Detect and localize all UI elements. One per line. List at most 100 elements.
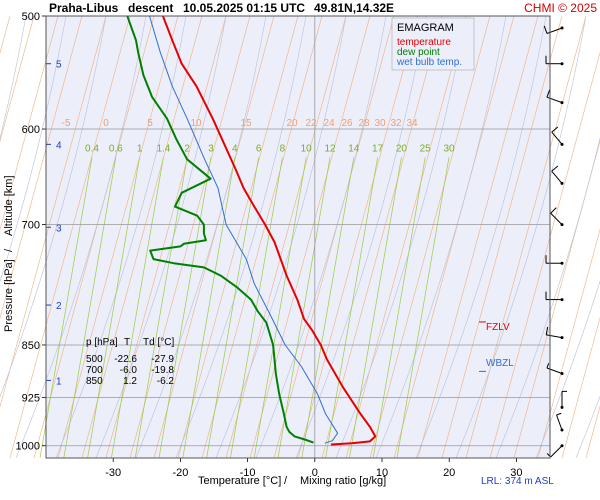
table-row-td: -27.9: [151, 354, 174, 365]
theta-label: 30: [374, 118, 386, 129]
x-axis-label-separator: /: [284, 475, 288, 487]
dry-adiabat: [81, 15, 203, 459]
temperature-tick-label: -20: [172, 467, 188, 479]
dry-adiabat: [225, 15, 347, 459]
y-axis-label-pressure: Pressure [hPa]: [3, 259, 15, 332]
theta-label: -5: [62, 118, 71, 129]
temperature-tick-label: 20: [443, 467, 455, 479]
wind-barb-staff: [556, 414, 563, 431]
mixing-ratio-label: 12: [324, 143, 336, 154]
mixing-ratio-line: [349, 157, 402, 459]
legend-box: [391, 17, 475, 71]
mixing-ratio-label: 8: [280, 143, 286, 154]
dry-adiabat: [297, 15, 419, 459]
legend-wetbulb: wet bulb temp.: [396, 57, 462, 68]
dry-adiabat: [537, 228, 600, 459]
altitude-tick-label: 5: [56, 60, 62, 71]
altitude-tick-label: 1: [56, 376, 62, 387]
mixing-ratio-line: [325, 157, 378, 459]
wind-barb-staff: [546, 96, 563, 104]
mixing-ratio-label: 1: [137, 143, 143, 154]
altitude-tick-label: 2: [56, 301, 62, 312]
wind-barb-dot: [560, 181, 564, 185]
dry-adiabat: [513, 140, 600, 459]
dry-adiabat: [369, 15, 491, 459]
pressure-tick-label: 600: [22, 124, 40, 136]
wind-barb-staff: [551, 131, 563, 145]
wind-barb-flag: [543, 25, 548, 34]
mixing-ratio-label: 25: [420, 143, 432, 154]
dry-adiabat: [9, 15, 131, 459]
mixing-ratio-label: 2: [184, 143, 190, 154]
theta-label: 15: [240, 118, 252, 129]
temperature-tick-label: -10: [240, 467, 256, 479]
table-header-td: Td [°C]: [143, 337, 174, 348]
theta-label: 20: [286, 118, 298, 129]
temperature-tick-label: 10: [376, 467, 388, 479]
moist-adiabat: [0, 15, 27, 140]
fzlv-label: FZLV: [486, 322, 510, 333]
theta-label: 0: [103, 118, 109, 129]
wind-barbs: [543, 25, 567, 458]
altitude-tick-label: 4: [56, 140, 62, 151]
mixing-ratio-line: [158, 157, 212, 459]
table-row-p: 700: [86, 365, 103, 376]
dry-adiabat: [0, 15, 35, 143]
wind-barb-dot: [560, 26, 564, 30]
mixing-ratio-label: 0.4: [85, 143, 99, 154]
wind-barb-flag: [550, 207, 557, 214]
mixing-ratio-label: 10: [301, 143, 313, 154]
wind-barb-staff: [546, 334, 563, 339]
lrl-label: LRL: 374 m ASL: [481, 476, 554, 487]
sounding-profiles: [126, 15, 486, 446]
wind-barb-dot: [560, 223, 564, 227]
moist-adiabat: [0, 15, 107, 398]
wind-barb-dot: [560, 261, 564, 265]
moist-adiabat: [535, 280, 600, 459]
wind-barb-dot: [560, 142, 564, 146]
wind-barb-flag: [551, 165, 559, 172]
dry-adiabat: [33, 15, 155, 459]
theta-label: 5: [147, 118, 153, 129]
wind-panel: [552, 16, 600, 458]
dry-adiabat: [393, 15, 515, 459]
mixing-ratio-line: [39, 157, 93, 459]
wind-barb-staff: [546, 27, 563, 34]
dry-adiabat: [0, 15, 83, 320]
y-axis-label-group: Pressure [hPa] / Altitude [km]: [3, 175, 15, 332]
mixing-ratio-line: [301, 157, 355, 459]
mixing-ratio-line: [396, 157, 450, 459]
wind-barb-flag: [556, 412, 562, 416]
theta-label: 26: [341, 118, 353, 129]
mixing-ratio-label: 20: [396, 143, 408, 154]
wind-barb-dot: [560, 371, 564, 375]
station-name: Praha-Libus: [49, 1, 119, 15]
dry-adiabat: [273, 15, 395, 459]
wind-barb-dot: [560, 336, 564, 340]
y-axis-label-altitude: Altitude [km]: [3, 175, 15, 236]
dry-adiabat: [0, 15, 59, 231]
theta-label: 24: [323, 118, 335, 129]
dry-adiabat: [177, 15, 299, 459]
copyright-label: CHMI © 2025: [524, 1, 597, 15]
mixing-ratio-line: [253, 157, 307, 459]
wind-barb-staff: [546, 367, 563, 374]
wind-barb-flag: [546, 89, 551, 98]
mixing-ratio-label: 30: [443, 143, 455, 154]
table-header-t: T: [124, 337, 130, 348]
theta-label: 34: [406, 118, 418, 129]
legend-temperature: temperature: [397, 37, 451, 48]
mixing-ratio-label: 1.4: [156, 143, 170, 154]
temperature-tick-label: 0: [312, 467, 318, 479]
dry-adiabat: [57, 15, 179, 459]
mixing-ratio-label: 4: [232, 143, 238, 154]
theta-label: 32: [390, 118, 402, 129]
pressure-tick-label: 925: [22, 392, 40, 404]
sounding-mode: descent: [128, 1, 173, 15]
plot-area: [46, 16, 550, 458]
table-row-p: 500: [86, 354, 103, 365]
legend-dewpoint: dew point: [397, 47, 440, 58]
dry-adiabat: [441, 15, 563, 459]
table-row-td: -6.2: [157, 376, 175, 387]
